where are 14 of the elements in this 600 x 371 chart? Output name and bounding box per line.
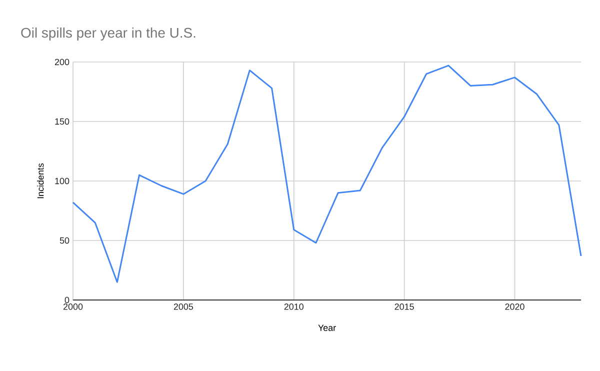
x-tick-label: 2000: [63, 304, 83, 310]
chart-title: Oil spills per year in the U.S.: [21, 27, 196, 40]
y-axis-title: Incidents: [37, 163, 44, 198]
x-tick-label: 2005: [174, 304, 194, 310]
x-tick-label: 2020: [505, 304, 524, 310]
y-tick-label: 200: [54, 58, 70, 66]
x-tick-label: 2010: [284, 304, 304, 310]
y-tick-label: 150: [55, 118, 70, 125]
line-series: [72, 64, 582, 283]
x-axis-title: Year: [318, 324, 336, 331]
x-tick-label: 2015: [394, 304, 414, 310]
y-tick-label: 50: [60, 237, 70, 244]
y-tick-label: 0: [64, 296, 70, 304]
y-tick-label: 100: [55, 178, 70, 184]
